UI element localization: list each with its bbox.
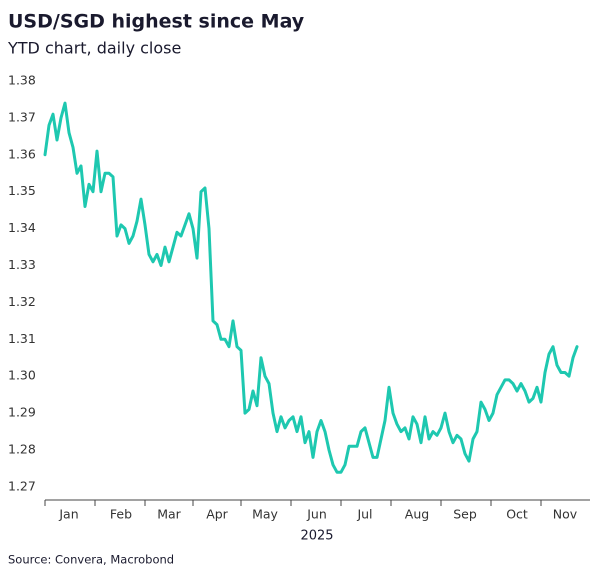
y-tick-label: 1.33 xyxy=(8,257,36,272)
x-tick-label: Aug xyxy=(405,507,429,522)
x-tick-label: Mar xyxy=(157,507,181,522)
y-tick-label: 1.27 xyxy=(8,478,36,493)
y-tick-label: 1.31 xyxy=(8,331,36,346)
y-tick-label: 1.34 xyxy=(8,220,36,235)
x-tick-label: Sep xyxy=(453,507,477,522)
data-line xyxy=(43,101,579,474)
y-tick-label: 1.36 xyxy=(8,146,36,161)
y-tick-label: 1.30 xyxy=(8,368,36,383)
x-tick-label: Oct xyxy=(506,507,528,522)
y-tick-label: 1.29 xyxy=(8,405,36,420)
y-tick-label: 1.37 xyxy=(8,109,36,124)
chart-subtitle: YTD chart, daily close xyxy=(7,39,181,58)
x-axis-label: 2025 xyxy=(300,529,333,544)
y-tick-label: 1.35 xyxy=(8,183,36,198)
x-tick-label: Feb xyxy=(110,507,132,522)
chart-title: USD/SGD highest since May xyxy=(8,11,305,33)
x-tick-label: Nov xyxy=(553,507,578,522)
y-tick-label: 1.38 xyxy=(8,72,36,87)
y-tick-label: 1.32 xyxy=(8,294,36,309)
x-tick-label: Jan xyxy=(58,507,78,522)
x-tick-label: Apr xyxy=(206,507,228,522)
x-tick-label: Jul xyxy=(356,507,372,522)
source-note: Source: Convera, Macrobond xyxy=(8,553,174,567)
y-tick-label: 1.28 xyxy=(8,442,36,457)
x-tick-label: Jun xyxy=(306,507,327,522)
x-tick-label: May xyxy=(252,507,278,522)
